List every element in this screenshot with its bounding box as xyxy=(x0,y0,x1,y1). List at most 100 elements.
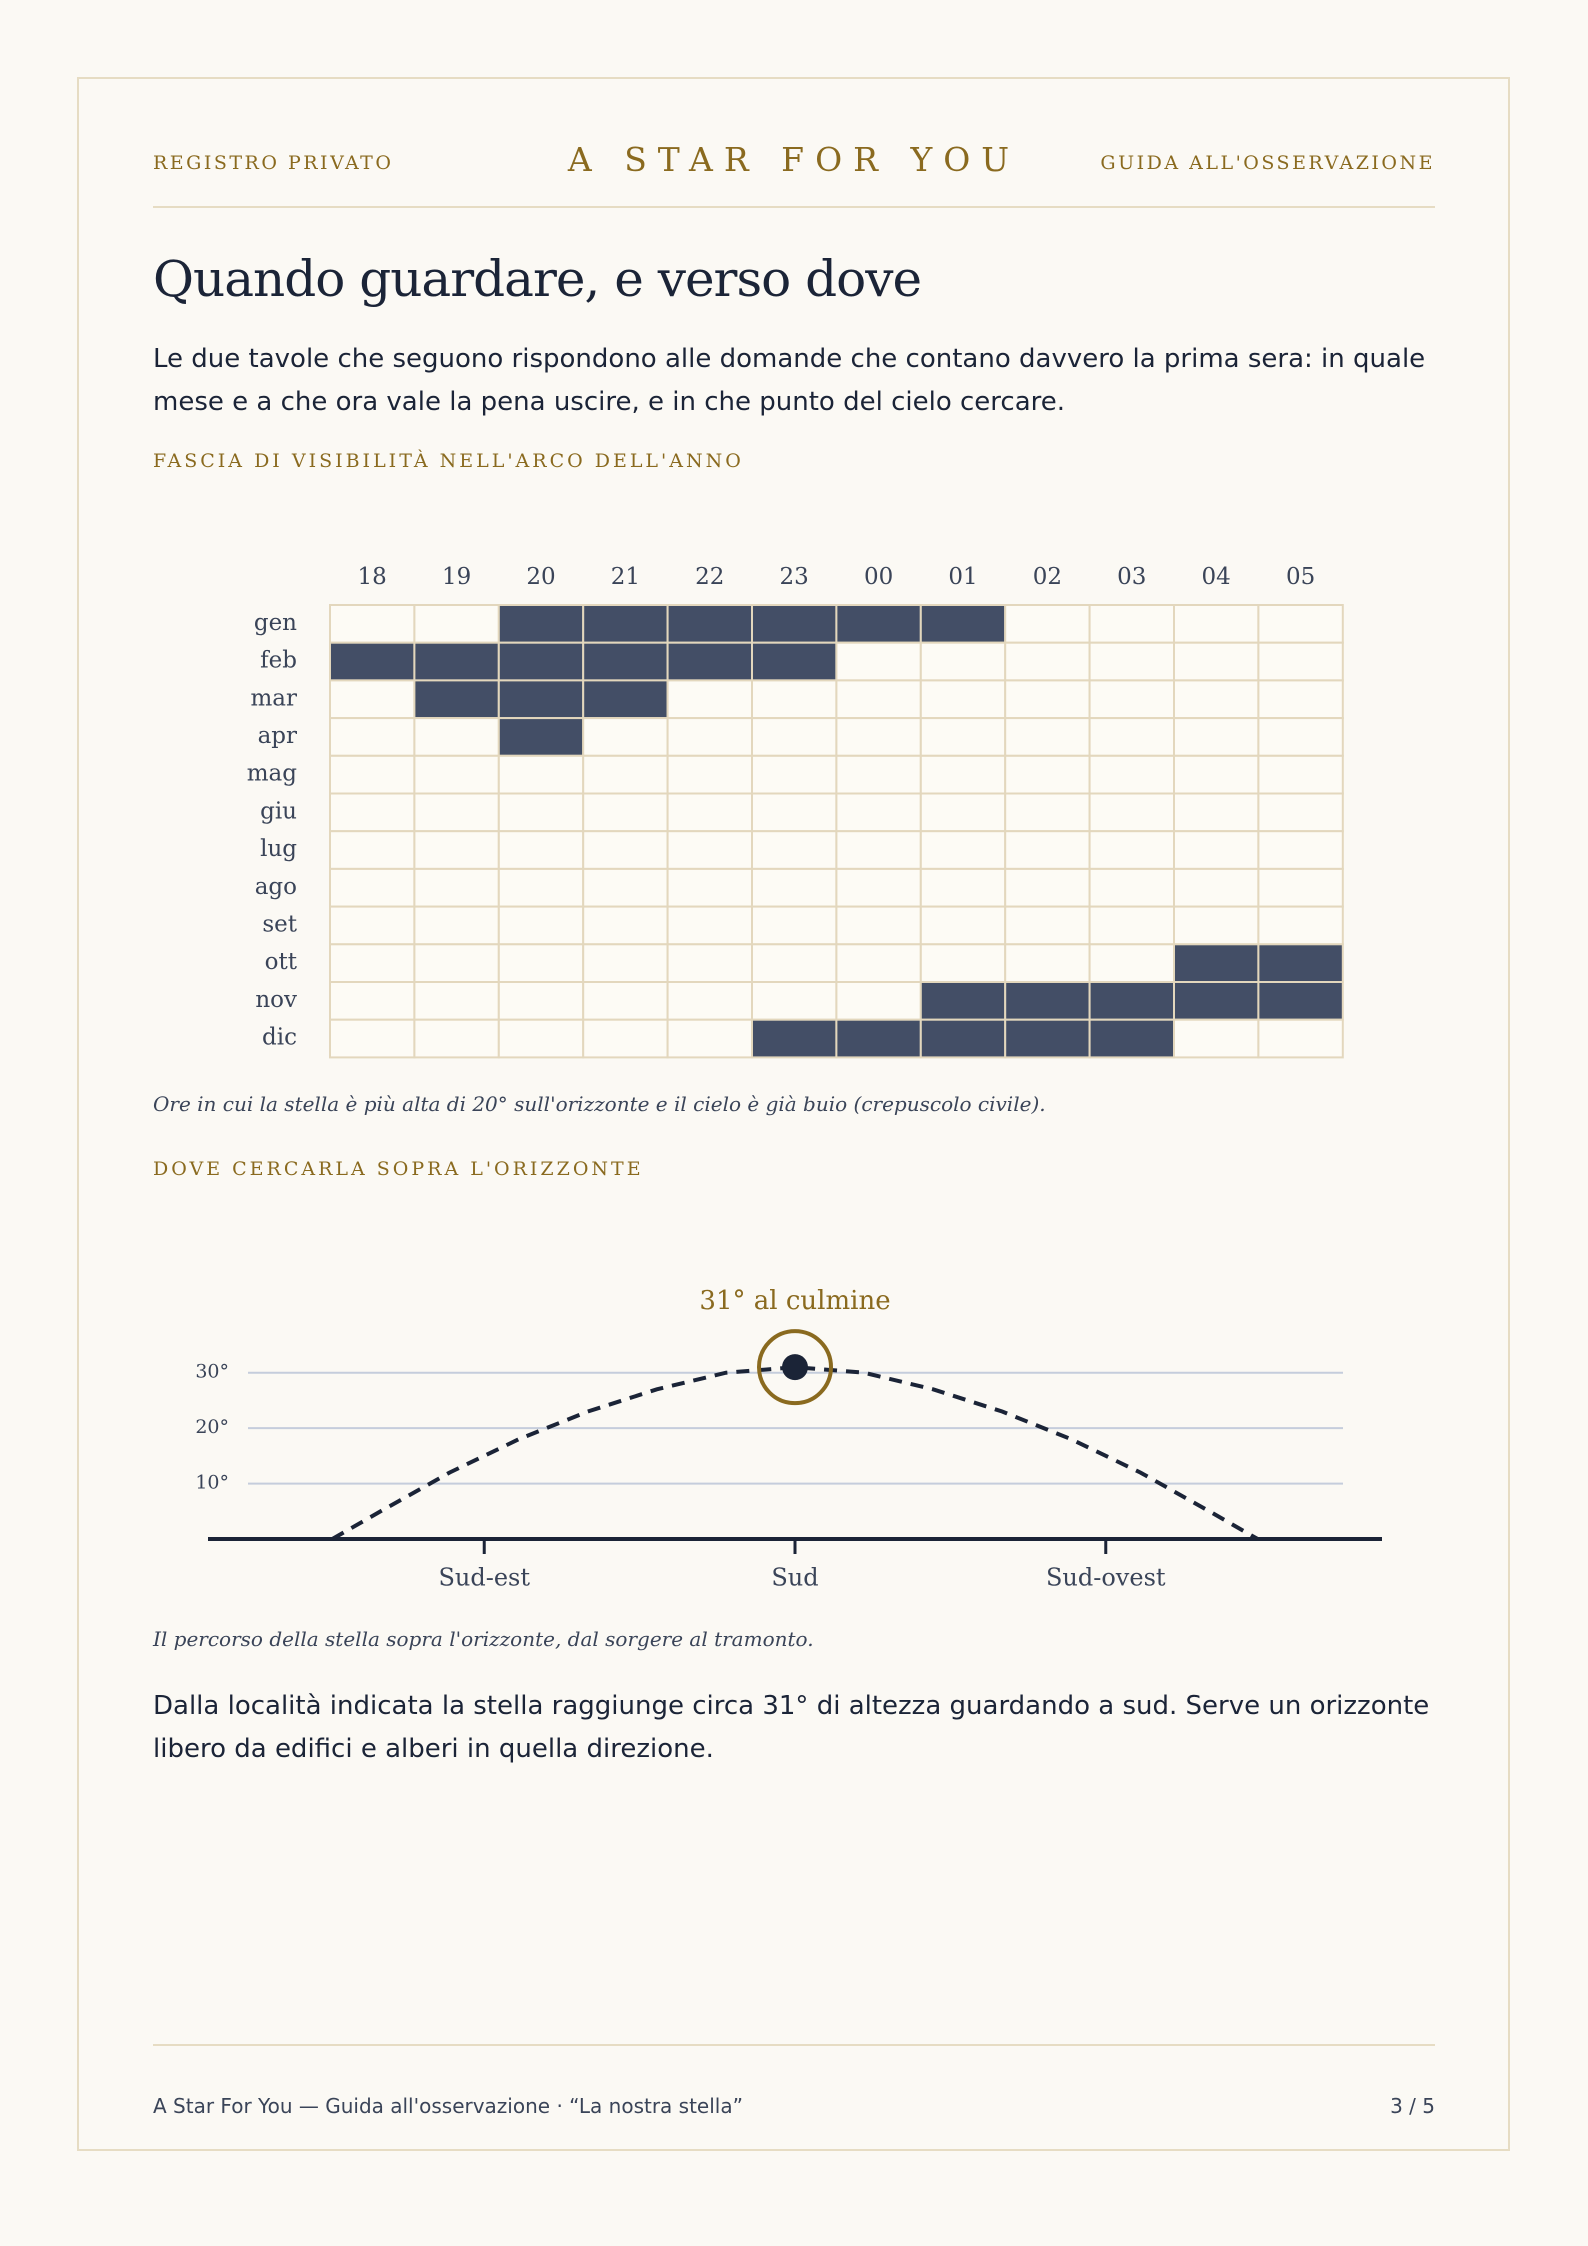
cell xyxy=(1088,754,1175,795)
visibility-chart: 18 19 20 21 22 23 00 01 02 03 04 05 gen feb mar apr mag g… xyxy=(247,564,1344,1059)
column-label: 23 xyxy=(780,564,809,590)
cell xyxy=(1257,679,1344,720)
caption: Il percorso della stella sopra l'orizzon… xyxy=(153,1627,814,1651)
row-label: feb xyxy=(260,648,297,674)
column-label: 21 xyxy=(611,564,640,590)
row-label: ott xyxy=(265,949,298,975)
cell xyxy=(1004,792,1091,833)
peak-label: 31° al culmine xyxy=(699,1286,890,1316)
column-label: 03 xyxy=(1117,564,1146,590)
cell xyxy=(835,679,922,720)
cell xyxy=(1004,604,1091,644)
row-label: dic xyxy=(262,1025,297,1051)
page-frame xyxy=(77,77,1510,2151)
cell xyxy=(1088,981,1175,1021)
cell xyxy=(1173,943,1260,983)
cell xyxy=(329,792,416,833)
cell xyxy=(497,604,585,644)
cell xyxy=(497,792,585,833)
cell xyxy=(1173,754,1260,795)
footer-rule xyxy=(153,2044,1435,2046)
row-label: mar xyxy=(250,685,297,711)
caption: Ore in cui la stella è più alta di 20° s… xyxy=(153,1092,1046,1116)
cell xyxy=(666,641,753,682)
column-label: 04 xyxy=(1202,564,1231,590)
cell xyxy=(582,717,669,757)
cell xyxy=(1173,1018,1260,1059)
row-label: gen xyxy=(254,610,297,636)
column-label: 22 xyxy=(695,564,724,590)
column-label: 00 xyxy=(864,564,893,590)
cell xyxy=(1088,867,1175,908)
y-tick-label: 20° xyxy=(195,1416,229,1438)
cell xyxy=(1257,1018,1344,1059)
cell xyxy=(329,867,416,908)
cell xyxy=(497,717,585,757)
cell xyxy=(329,943,416,983)
cell xyxy=(919,717,1007,757)
row-label: mag xyxy=(247,761,298,787)
header-right: GUIDA ALL'OSSERVAZIONE xyxy=(1100,152,1435,174)
cell xyxy=(1257,867,1344,908)
cell xyxy=(751,679,838,720)
cell xyxy=(1088,679,1175,720)
row-label: apr xyxy=(258,723,297,749)
cell xyxy=(919,830,1007,870)
cell xyxy=(497,641,585,682)
altitude-chart: 10° 20° 30° Sud-est Sud Sud-ovest 31° al culmi… xyxy=(195,1286,1382,1592)
y-tick-label: 10° xyxy=(195,1472,229,1494)
cell xyxy=(582,604,669,644)
cell xyxy=(1088,641,1175,682)
column-label: 05 xyxy=(1286,564,1315,590)
cell xyxy=(666,1018,753,1059)
conclusion: Dalla località indicata la stella raggiu… xyxy=(153,1691,1430,1764)
cell xyxy=(835,981,922,1021)
cell xyxy=(666,943,753,983)
x-tick-label: Sud xyxy=(771,1564,818,1592)
cell xyxy=(1257,792,1344,833)
cell xyxy=(497,679,585,720)
cell xyxy=(329,641,416,682)
cell xyxy=(919,905,1007,946)
cell xyxy=(751,943,838,983)
cell xyxy=(1257,981,1344,1021)
peak-ring xyxy=(757,1329,833,1406)
brand: A STAR FOR YOU xyxy=(567,140,1021,179)
footer-text: A Star For You — Guida all'osservazione … xyxy=(153,2094,743,2118)
page-title: Quando guardare, e verso dove xyxy=(153,250,922,308)
cell xyxy=(1173,717,1260,757)
row-label: nov xyxy=(255,987,297,1013)
page-number: 3 / 5 xyxy=(1390,2094,1435,2118)
section-label: FASCIA DI VISIBILITÀ NELL'ARCO DELL'ANNO xyxy=(153,450,744,472)
cell xyxy=(413,792,500,833)
cell xyxy=(751,867,838,908)
cell xyxy=(919,981,1007,1021)
cell xyxy=(329,905,416,946)
cell xyxy=(835,792,922,833)
cell xyxy=(1257,905,1344,946)
cell xyxy=(497,905,585,946)
cell xyxy=(919,1018,1007,1059)
x-tick-label: Sud-est xyxy=(438,1564,530,1592)
cell xyxy=(1257,717,1344,757)
peak-dot xyxy=(782,1354,808,1381)
cell xyxy=(666,905,753,946)
intro: Le due tavole che seguono rispondono all… xyxy=(153,344,1426,417)
cell xyxy=(413,830,500,870)
cell xyxy=(329,1018,416,1059)
cell xyxy=(835,604,922,644)
cell xyxy=(329,679,416,720)
row-label: set xyxy=(262,911,297,937)
cell xyxy=(329,754,416,795)
cell xyxy=(582,1018,669,1059)
cell xyxy=(835,754,922,795)
cell xyxy=(1173,641,1260,682)
cell xyxy=(751,754,838,795)
y-tick-label: 30° xyxy=(195,1361,229,1383)
star-path xyxy=(331,1365,1259,1541)
row-label: giu xyxy=(260,798,297,824)
cell xyxy=(413,867,500,908)
header-left: REGISTRO PRIVATO xyxy=(153,152,394,174)
cell xyxy=(835,905,922,946)
row-label: ago xyxy=(255,874,297,900)
